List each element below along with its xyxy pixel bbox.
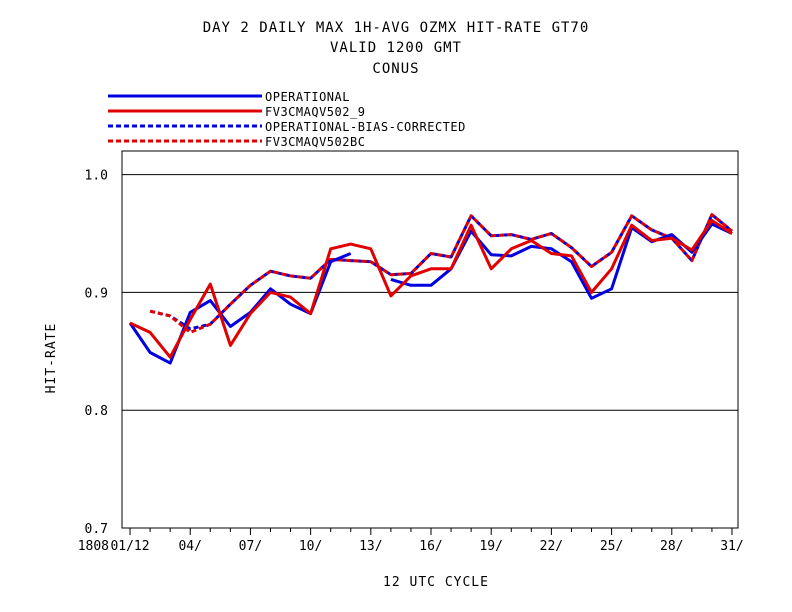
x-tick-label: 22/ [540,539,563,554]
gridlines [122,174,738,411]
chart-title-line-1: DAY 2 DAILY MAX 1H-AVG OZMX HIT-RATE GT7… [202,20,590,36]
series-line-1 [129,219,733,359]
plot-frame [121,150,739,529]
y-axis: 0.7 0.8 0.9 1.0 [85,169,108,537]
y-axis-label: HIT-RATE [44,323,59,394]
x-tick-label: 19/ [479,539,502,554]
x-axis-label: 12 UTC CYCLE [383,575,489,590]
series-line-3 [149,213,733,334]
chart-title-line-3: CONUS [372,61,420,77]
x-tick-label: 13/ [359,539,382,554]
x-axis: 1808 01/12 04/07/10/13/16/19/22/25/28/31/ [78,528,744,554]
x-tick-label: 25/ [600,539,623,554]
data-lines [128,213,733,365]
x-tick-prefix: 1808 [78,539,109,554]
legend-label-0: OPERATIONAL [265,90,350,104]
legend-label-3: FV3CMAQV502BC [265,135,365,149]
x-tick-label: 04/ [178,539,201,554]
y-tick-label: 0.9 [85,286,108,301]
legend-label-2: OPERATIONAL-BIAS-CORRECTED [265,120,466,134]
series-line-2 [149,213,733,331]
x-tick-label: 28/ [660,539,683,554]
legend-label-1: FV3CMAQV502_9 [265,105,365,119]
chart-legend: OPERATIONALFV3CMAQV502_9OPERATIONAL-BIAS… [108,90,466,149]
x-tick-label: 10/ [299,539,322,554]
y-tick-label: 1.0 [85,169,108,184]
y-tick-label: 0.7 [85,522,108,537]
chart-title-line-2: VALID 1200 GMT [329,40,462,56]
x-tick-label: 01/12 [110,539,149,554]
x-tick-label: 31/ [720,539,743,554]
x-tick-label: 16/ [419,539,442,554]
y-tick-label: 0.8 [85,404,108,419]
series-line-0 [390,222,733,300]
x-tick-label: 07/ [239,539,262,554]
